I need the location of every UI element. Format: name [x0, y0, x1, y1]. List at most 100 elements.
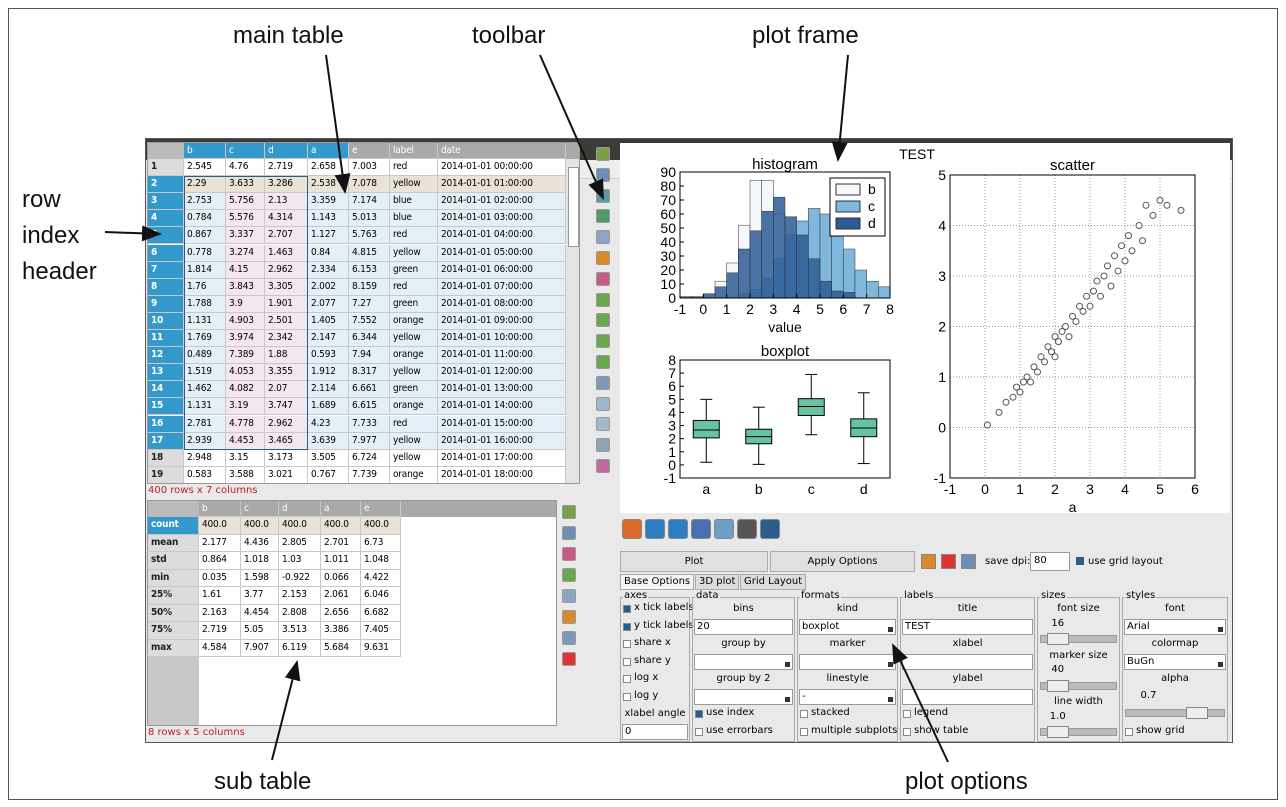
toolbar-button[interactable]	[596, 417, 610, 431]
table-cell[interactable]: 6.344	[349, 330, 390, 347]
checkbox[interactable]	[623, 623, 631, 631]
table-cell[interactable]: 4.454	[241, 605, 279, 623]
table-cell[interactable]: 1.598	[241, 570, 279, 588]
table-cell[interactable]: 1.03	[279, 552, 321, 570]
table-cell[interactable]: 4.76	[226, 159, 265, 176]
select[interactable]: BuGn	[1124, 654, 1226, 671]
table-cell[interactable]: 1.405	[308, 313, 349, 330]
table-cell[interactable]: yellow	[390, 330, 438, 347]
slider-thumb[interactable]	[1186, 707, 1208, 719]
plot-tool[interactable]	[714, 519, 734, 539]
table-cell[interactable]: 3.173	[265, 450, 308, 467]
button[interactable]: Plot	[620, 551, 768, 572]
table-cell[interactable]: 4.23	[308, 416, 349, 433]
plot-tool[interactable]	[691, 519, 711, 539]
table-cell[interactable]: 2.077	[308, 296, 349, 313]
button[interactable]: Apply Options	[770, 551, 915, 572]
table-cell[interactable]: 2.147	[308, 330, 349, 347]
table-cell[interactable]: green	[390, 296, 438, 313]
table-cell[interactable]: 4.436	[241, 535, 279, 553]
select[interactable]: Arial	[1124, 619, 1226, 636]
table-cell[interactable]: 1.011	[321, 552, 361, 570]
table-cell[interactable]: 2014-01-01 11:00:00	[438, 347, 566, 364]
table-cell[interactable]: 3.588	[226, 467, 265, 484]
table-cell[interactable]: 7.733	[349, 416, 390, 433]
toolbar-button[interactable]	[596, 397, 610, 411]
table-cell[interactable]: 0.583	[184, 467, 226, 484]
table-cell[interactable]: 7.552	[349, 313, 390, 330]
table-cell[interactable]: 7.27	[349, 296, 390, 313]
table-cell[interactable]: 2.153	[279, 587, 321, 605]
table-cell[interactable]: 0.035	[199, 570, 241, 588]
table-cell[interactable]: 3.639	[308, 433, 349, 450]
tab[interactable]: Base Options	[620, 574, 694, 590]
plot-tool[interactable]	[760, 519, 780, 539]
table-cell[interactable]: 4.815	[349, 245, 390, 262]
table-cell[interactable]: 2.545	[184, 159, 226, 176]
table-cell[interactable]: 2.805	[279, 535, 321, 553]
toolbar-button[interactable]	[562, 652, 576, 666]
table-cell[interactable]: 3.513	[279, 622, 321, 640]
table-cell[interactable]: 1.689	[308, 398, 349, 415]
checkbox[interactable]	[1076, 557, 1084, 565]
select[interactable]	[694, 654, 793, 671]
table-cell[interactable]: 9.631	[361, 640, 401, 658]
table-cell[interactable]: 2014-01-01 09:00:00	[438, 313, 566, 330]
checkbox[interactable]	[903, 728, 911, 736]
input[interactable]: 20	[694, 619, 793, 636]
table-cell[interactable]: 6.661	[349, 381, 390, 398]
table-cell[interactable]: 6.153	[349, 262, 390, 279]
table-cell[interactable]: 3.505	[308, 450, 349, 467]
table-cell[interactable]: 1.143	[308, 210, 349, 227]
table-cell[interactable]: 2014-01-01 01:00:00	[438, 176, 566, 193]
toolbar-button[interactable]	[562, 526, 576, 540]
table-cell[interactable]: 2014-01-01 14:00:00	[438, 398, 566, 415]
table-cell[interactable]: 5.013	[349, 210, 390, 227]
table-cell[interactable]: 2014-01-01 03:00:00	[438, 210, 566, 227]
table-cell[interactable]: 7.739	[349, 467, 390, 484]
table-cell[interactable]: 1.61	[199, 587, 241, 605]
table-cell[interactable]: 0.864	[199, 552, 241, 570]
table-cell[interactable]: 4.584	[199, 640, 241, 658]
table-cell[interactable]: 0.84	[308, 245, 349, 262]
slider-thumb[interactable]	[1047, 633, 1069, 645]
table-cell[interactable]: 3.021	[265, 467, 308, 484]
table-cell[interactable]: orange	[390, 313, 438, 330]
table-cell[interactable]: 1.048	[361, 552, 401, 570]
toolbar-button[interactable]	[562, 568, 576, 582]
table-cell[interactable]: 2014-01-01 15:00:00	[438, 416, 566, 433]
table-cell[interactable]: 6.046	[361, 587, 401, 605]
table-cell[interactable]: orange	[390, 467, 438, 484]
slider-track[interactable]	[1125, 709, 1225, 717]
checkbox[interactable]	[1125, 728, 1133, 736]
table-cell[interactable]: 5.05	[241, 622, 279, 640]
table-cell[interactable]: 3.15	[226, 450, 265, 467]
tab[interactable]: Grid Layout	[740, 574, 806, 590]
toolbar-button[interactable]	[596, 334, 610, 348]
table-cell[interactable]: orange	[390, 347, 438, 364]
table-cell[interactable]: 6.73	[361, 535, 401, 553]
input[interactable]	[902, 654, 1033, 671]
table-cell[interactable]: yellow	[390, 245, 438, 262]
slider-thumb[interactable]	[1047, 680, 1069, 692]
table-cell[interactable]: 1.127	[308, 227, 349, 244]
table-cell[interactable]: blue	[390, 193, 438, 210]
checkbox[interactable]	[623, 693, 631, 701]
toolbar-button[interactable]	[562, 505, 576, 519]
checkbox[interactable]	[623, 658, 631, 666]
table-cell[interactable]: 2.701	[321, 535, 361, 553]
table-cell[interactable]: 5.763	[349, 227, 390, 244]
table-cell[interactable]: 2014-01-01 12:00:00	[438, 364, 566, 381]
toolbar-button[interactable]	[596, 355, 610, 369]
table-cell[interactable]: red	[390, 279, 438, 296]
table-cell[interactable]: 2014-01-01 07:00:00	[438, 279, 566, 296]
table-cell[interactable]: 2014-01-01 18:00:00	[438, 467, 566, 484]
toolbar-button[interactable]	[562, 631, 576, 645]
table-cell[interactable]: 1.912	[308, 364, 349, 381]
plot-tool[interactable]	[921, 554, 936, 569]
plot-tool[interactable]	[668, 519, 688, 539]
toolbar-button[interactable]	[596, 189, 610, 203]
toolbar-button[interactable]	[562, 589, 576, 603]
table-cell[interactable]: green	[390, 262, 438, 279]
table-cell[interactable]: 2.538	[308, 176, 349, 193]
